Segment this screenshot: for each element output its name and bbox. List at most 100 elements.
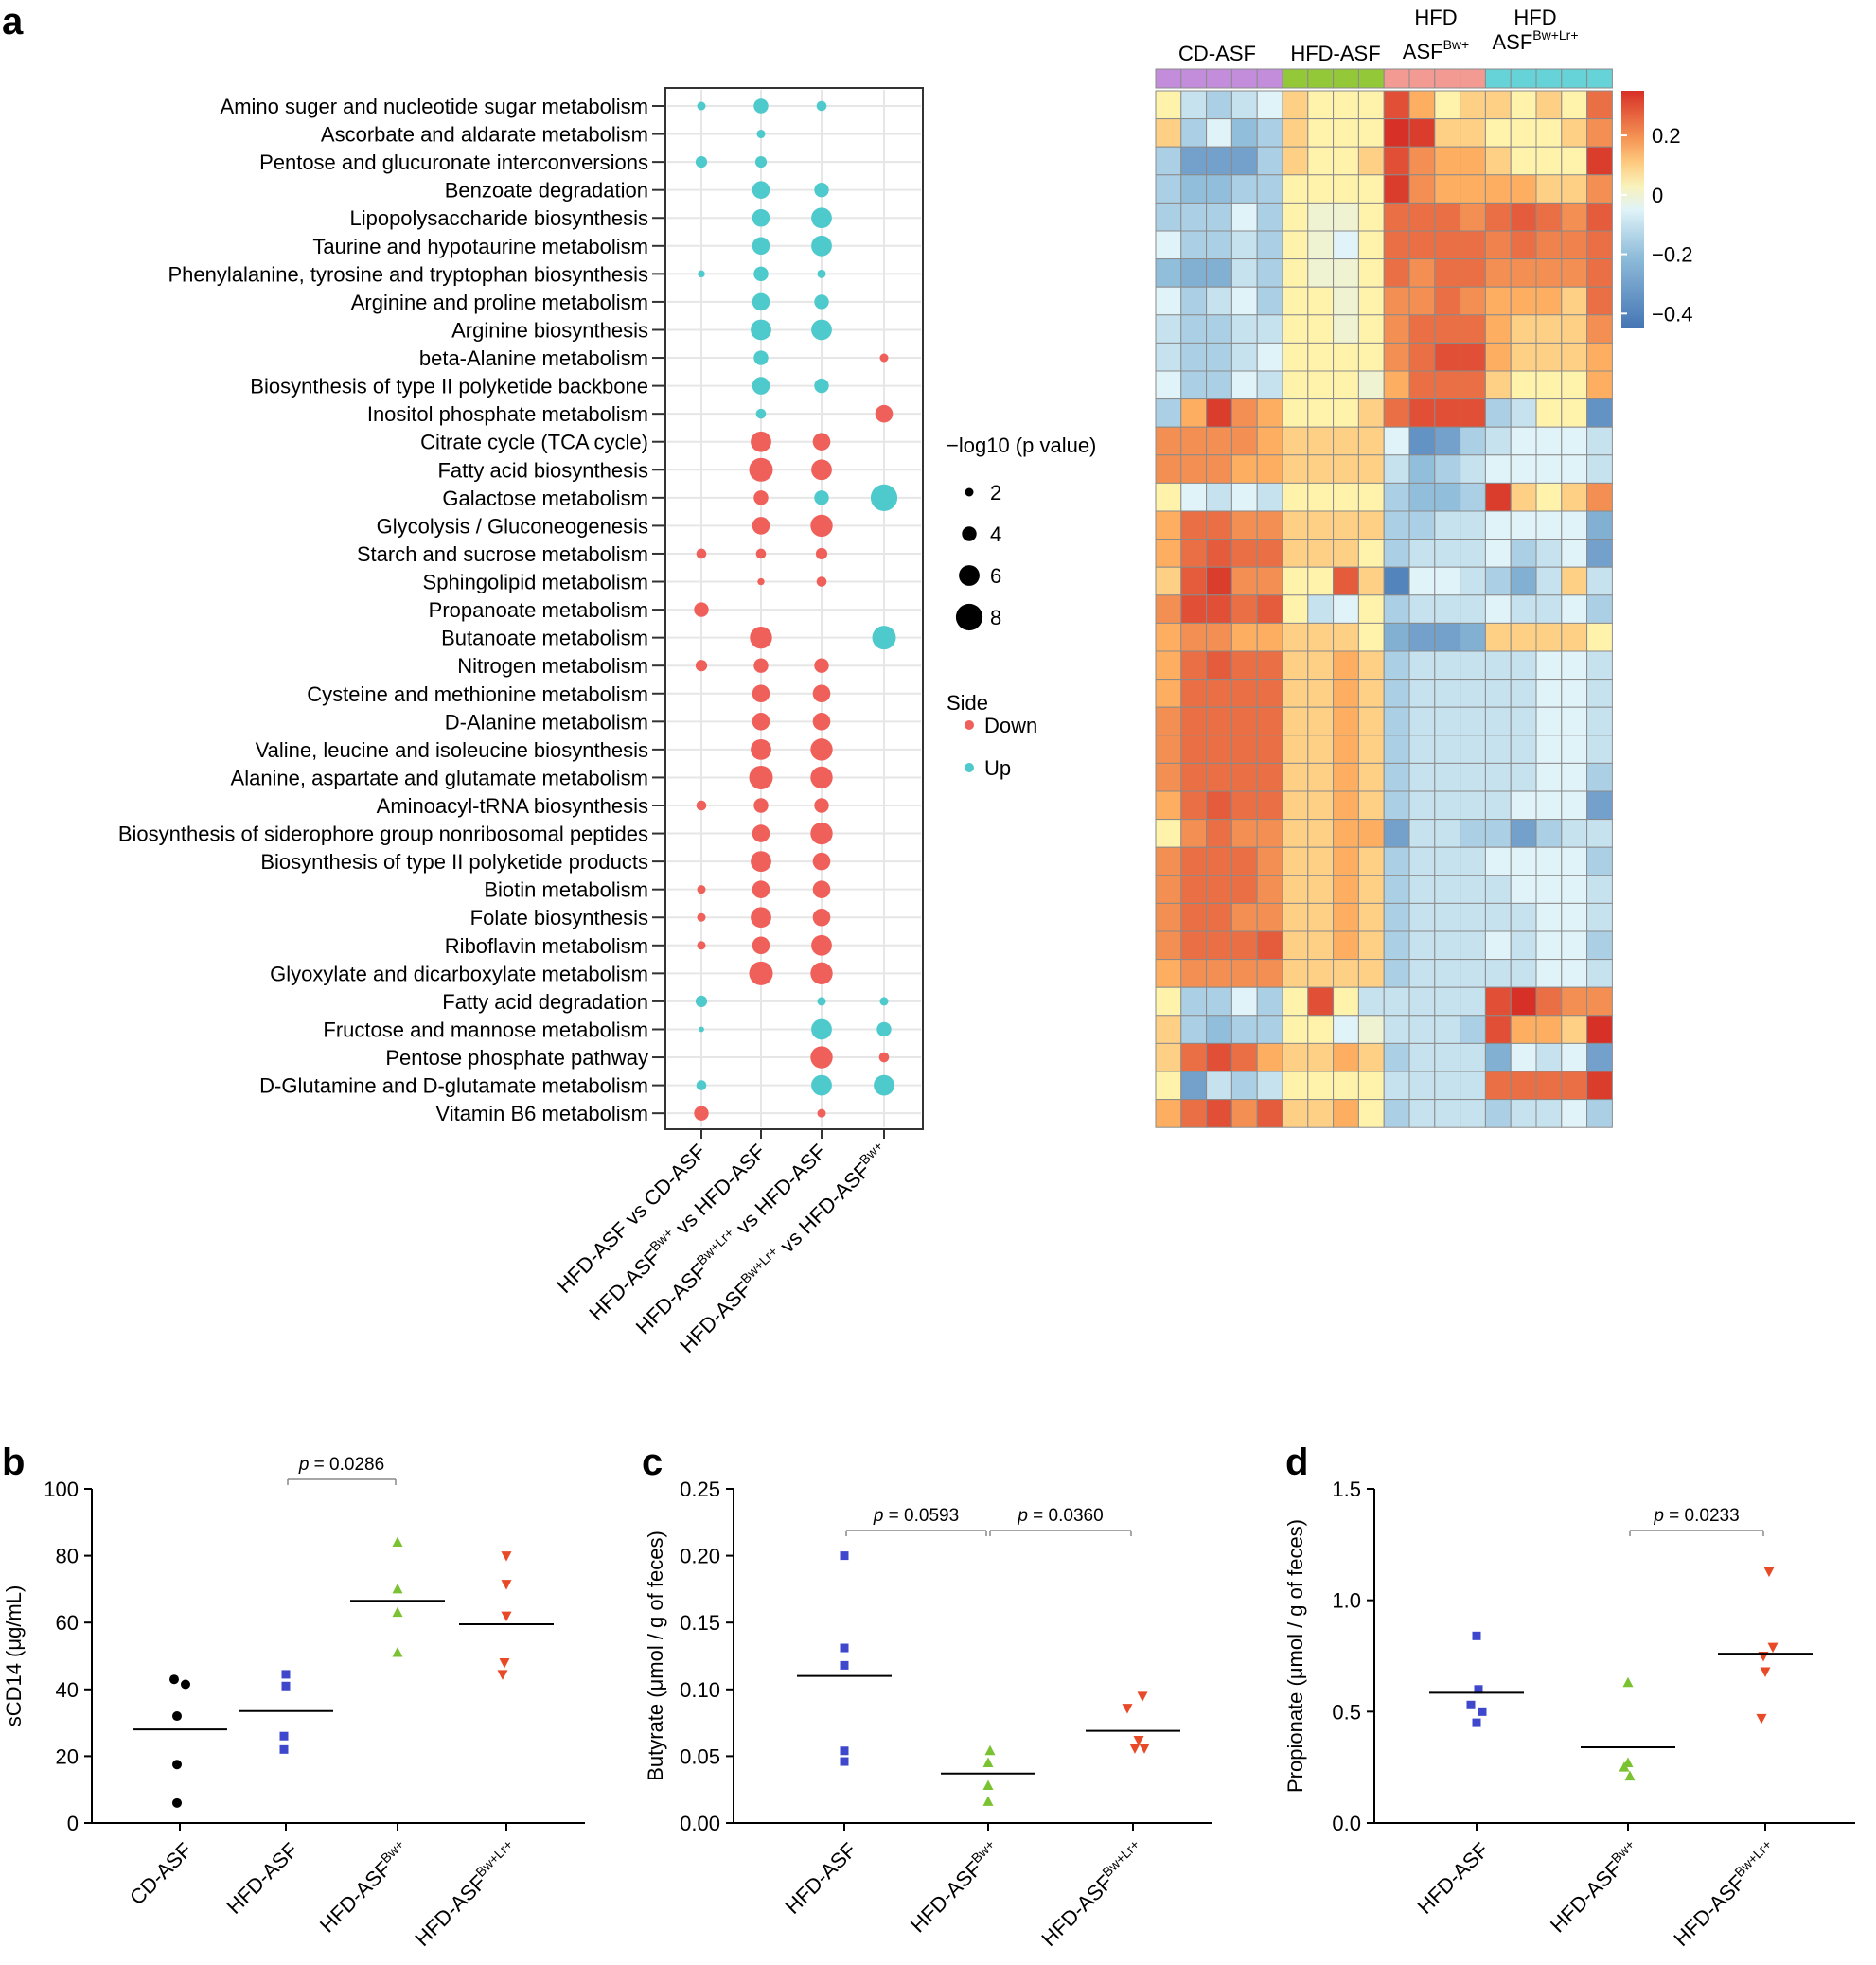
heatmap-cell [1333, 1015, 1359, 1044]
data-point [281, 1670, 291, 1679]
heatmap-cell [1535, 650, 1563, 681]
heatmap-cell [1307, 90, 1335, 120]
pathway-label: Alanine, aspartate and glutamate metabol… [231, 766, 648, 789]
dot-up [753, 98, 769, 114]
heatmap-cell [1155, 819, 1182, 848]
heatmap-cell [1206, 90, 1232, 120]
dot-down [814, 658, 829, 673]
heatmap-cell [1180, 1042, 1208, 1072]
dot-up [879, 997, 889, 1006]
dot-down [755, 548, 767, 559]
heatmap-cell [1434, 594, 1461, 624]
heatmap-cell [1408, 174, 1436, 204]
heatmap-cells [1155, 90, 1613, 1128]
heatmap-cell [1333, 90, 1359, 120]
heatmap-cell [1408, 846, 1436, 876]
pathway-label: Arginine and proline metabolism [351, 291, 648, 314]
heatmap-cell [1155, 398, 1182, 428]
heatmap-cell [1408, 146, 1436, 176]
size-legend-label: 8 [990, 606, 1001, 629]
heatmap-cell [1357, 790, 1385, 821]
heatmap-cell [1180, 679, 1208, 708]
heatmap-cell [1383, 454, 1410, 484]
heatmap-cell [1460, 314, 1486, 344]
heatmap-cell [1434, 930, 1461, 961]
heatmap-cell [1282, 762, 1309, 792]
heatmap-cell [1230, 202, 1258, 232]
dot-down [817, 1108, 826, 1118]
heatmap-cell [1586, 650, 1613, 681]
heatmap-cell [1383, 426, 1410, 456]
dot-up [811, 207, 832, 229]
heatmap-cell [1180, 735, 1208, 764]
heatmap-cell [1484, 426, 1512, 456]
heatmap-cell [1230, 286, 1258, 316]
heatmap-cell [1535, 846, 1563, 876]
dot-down [752, 880, 770, 898]
heatmap-cell [1256, 118, 1283, 148]
heatmap-cell [1408, 426, 1436, 456]
heatmap-cell [1434, 875, 1461, 904]
pathway-label: D-Alanine metabolism [445, 710, 648, 734]
heatmap-cell [1282, 930, 1309, 961]
heatmap-cell [1256, 735, 1283, 764]
heatmap-cell [1155, 146, 1182, 176]
heatmap-cell [1333, 1071, 1359, 1101]
heatmap-cell [1333, 258, 1359, 288]
heatmap-cell [1460, 398, 1486, 428]
heatmap-cell [1307, 762, 1335, 792]
heatmap-cell [1460, 1099, 1486, 1128]
heatmap-cell [1307, 930, 1335, 961]
heatmap-cell [1408, 735, 1436, 764]
heatmap-cell [1484, 230, 1512, 260]
heatmap-cell [1357, 342, 1385, 372]
y-tick-label: 80 [56, 1545, 79, 1568]
heatmap-cell [1282, 1042, 1309, 1072]
dot-up [695, 995, 708, 1008]
pathway-label: Biosynthesis of type II polyketide produ… [260, 850, 648, 874]
heatmap-cell [1282, 1099, 1309, 1128]
heatmap-cell [1434, 959, 1461, 988]
heatmap-cell [1484, 398, 1512, 428]
heatmap-cell [1383, 790, 1410, 821]
heatmap-cell [1307, 706, 1335, 736]
heatmap-cell [1282, 370, 1309, 400]
heatmap-cell [1333, 735, 1359, 764]
heatmap-cell [1357, 622, 1385, 652]
heatmap-cell [1357, 314, 1385, 344]
heatmap-cell [1180, 342, 1208, 372]
heatmap-cell [1256, 314, 1283, 344]
heatmap-cell [1561, 622, 1588, 652]
heatmap-cell [1357, 370, 1385, 400]
heatmap-cell [1180, 370, 1208, 400]
pathway-label: Phenylalanine, tyrosine and tryptophan b… [168, 262, 648, 286]
heatmap-cell [1535, 790, 1563, 821]
group-label-cd-asf: CD-ASF [1178, 42, 1256, 65]
heatmap-cell [1307, 790, 1335, 821]
heatmap-cell [1206, 1099, 1232, 1128]
heatmap-cell [1230, 790, 1258, 821]
heatmap-cell [1357, 426, 1385, 456]
heatmap-cell [1282, 846, 1309, 876]
heatmap-cell [1561, 342, 1588, 372]
y-tick-label: 0 [67, 1812, 79, 1835]
heatmap-cell [1484, 1015, 1512, 1044]
heatmap-cell [1408, 1015, 1436, 1044]
heatmap-cell [1460, 426, 1486, 456]
heatmap-cell [1510, 930, 1537, 961]
dot-up [752, 237, 770, 256]
heatmap-cell [1383, 314, 1410, 344]
heatmap-cell [1333, 846, 1359, 876]
heatmap-cell [1230, 650, 1258, 681]
pathway-label: Glyoxylate and dicarboxylate metabolism [270, 962, 648, 985]
group-bar-cell [1155, 68, 1182, 89]
heatmap-cell [1230, 1015, 1258, 1044]
side-legend-up-dot [965, 763, 974, 772]
heatmap-cell [1408, 258, 1436, 288]
heatmap-cell [1510, 790, 1537, 821]
heatmap-cell [1256, 370, 1283, 400]
heatmap-cell [1586, 566, 1613, 596]
group-bar-cell [1307, 68, 1335, 89]
pathway-label: Inositol phosphate metabolism [367, 402, 648, 426]
heatmap-cell [1561, 1042, 1588, 1072]
